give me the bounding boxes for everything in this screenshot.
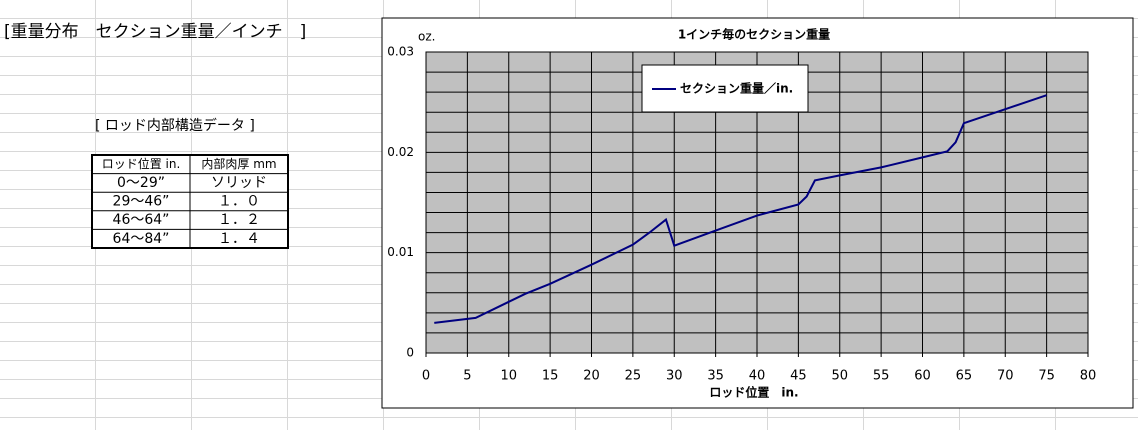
x-tick-label: 55 <box>873 369 890 384</box>
x-tick-label: 40 <box>749 369 766 384</box>
x-tick-label: 30 <box>666 369 683 384</box>
x-tick-label: 75 <box>1038 369 1055 384</box>
y-tick-label: 0.03 <box>387 45 414 59</box>
table-header: ロッド位置 in. <box>102 156 181 171</box>
x-tick-label: 0 <box>422 369 430 384</box>
table-cell: 64〜84” <box>113 231 170 247</box>
sheet-title: [重量分布 セクション重量／インチ ] <box>4 22 306 42</box>
x-tick-label: 35 <box>707 369 724 384</box>
chart-title: 1インチ毎のセクション重量 <box>678 27 830 42</box>
y-unit-label: oz. <box>418 30 435 44</box>
x-tick-label: 20 <box>583 369 600 384</box>
x-tick-label: 25 <box>625 369 642 384</box>
series-line <box>434 94 1047 324</box>
table-cell: １．４ <box>218 231 260 247</box>
y-tick-label: 0 <box>406 346 414 360</box>
table-header: 内部肉厚 mm <box>201 156 276 171</box>
x-tick-label: 60 <box>914 369 931 384</box>
x-tick-label: 50 <box>831 369 848 384</box>
x-tick-label: 15 <box>542 369 559 384</box>
table: ロッド位置 in. 内部肉厚 mm 0〜29” ソリッド 29〜46” １．０ … <box>91 154 289 249</box>
x-tick-label: 65 <box>956 369 973 384</box>
legend-label: セクション重量／in. <box>680 81 793 96</box>
table-title: [ ロッド内部構造データ ] <box>95 117 255 134</box>
x-tick-label: 45 <box>790 369 807 384</box>
table-cell: 46〜64” <box>113 212 170 228</box>
x-tick-label: 10 <box>500 369 517 384</box>
table-cell: １．０ <box>218 194 260 210</box>
x-tick-label: 80 <box>1080 369 1097 384</box>
x-axis-label: ロッド位置 in. <box>709 385 798 400</box>
table-cell: 0〜29” <box>117 175 165 191</box>
table-cell: 29〜46” <box>113 194 170 210</box>
x-tick-label: 70 <box>997 369 1014 384</box>
table-cell: ソリッド <box>211 175 267 191</box>
plot: 0 0.01 0.02 0.03 0 5 10 15 20 25 30 35 40 45 50 55 60 65 7… <box>387 45 1096 384</box>
x-tick-label: 5 <box>463 369 471 384</box>
table-cell: １．２ <box>218 212 260 228</box>
y-tick-label: 0.01 <box>387 245 414 259</box>
y-tick-label: 0.02 <box>387 145 414 159</box>
